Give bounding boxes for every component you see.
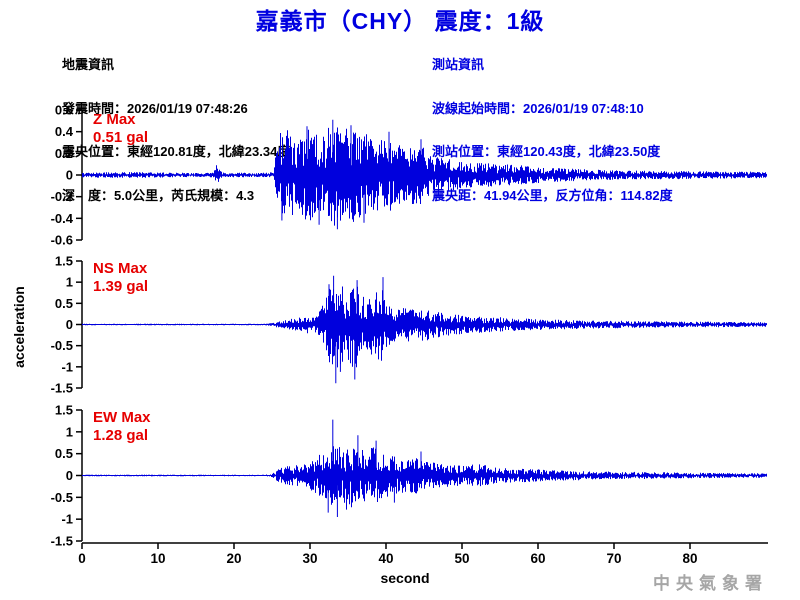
z-max-title: Z Max <box>93 111 136 128</box>
svg-text:-0.6: -0.6 <box>51 233 73 248</box>
epicentral-distance-line: 震央距：41.94公里，反方位角：114.82度 <box>432 187 673 203</box>
station-info-block: 測站資訊 波線起始時間：2026/01/19 07:48:10 測站位置：東經1… <box>432 29 673 232</box>
trace-start-time-line: 波線起始時間：2026/01/19 07:48:10 <box>432 100 644 116</box>
svg-text:-1: -1 <box>61 512 73 527</box>
page-title: 嘉義市（CHY） 震度：1級 <box>255 8 545 34</box>
svg-text:0.2: 0.2 <box>55 146 73 161</box>
svg-text:-1: -1 <box>61 359 73 374</box>
svg-text:-0.5: -0.5 <box>51 490 73 505</box>
x-axis-title: second <box>380 570 430 586</box>
svg-text:0.4: 0.4 <box>55 124 74 139</box>
z-max-value: 0.51 gal <box>93 128 149 146</box>
svg-text:0: 0 <box>78 551 86 566</box>
earthquake-info-block: 地震資訊 發震時間：2026/01/19 07:48:26 震央位置：東經120… <box>62 29 290 232</box>
svg-text:0: 0 <box>66 468 73 483</box>
ew-max-title: EW Max <box>93 409 151 426</box>
depth-magnitude-line: 深 度：5.0公里，芮氏規模：4.3 <box>62 187 255 203</box>
svg-text:70: 70 <box>606 551 621 566</box>
svg-text:1.5: 1.5 <box>55 403 73 418</box>
svg-text:50: 50 <box>454 551 469 566</box>
svg-text:20: 20 <box>226 551 241 566</box>
svg-text:-1.5: -1.5 <box>51 381 73 396</box>
ns-max-value: 1.39 gal <box>93 277 149 295</box>
svg-text:0.5: 0.5 <box>55 296 73 311</box>
svg-text:1: 1 <box>66 424 73 439</box>
ew-channel-max-label: EW Max 1.28 gal <box>93 409 151 444</box>
svg-text:30: 30 <box>302 551 317 566</box>
earthquake-info-header: 地震資訊 <box>62 57 115 72</box>
svg-text:-0.5: -0.5 <box>51 338 73 353</box>
svg-text:0: 0 <box>66 317 73 332</box>
epicenter-location-line: 震央位置：東經120.81度，北緯23.34度 <box>62 144 291 159</box>
svg-text:0: 0 <box>66 168 73 183</box>
svg-text:60: 60 <box>530 551 545 566</box>
agency-watermark: 中央氣象署 <box>653 574 768 593</box>
station-location-line: 測站位置：東經120.43度，北緯23.50度 <box>432 144 661 159</box>
ew-max-value: 1.28 gal <box>93 426 149 444</box>
svg-text:1: 1 <box>66 275 73 290</box>
svg-text:-1.5: -1.5 <box>51 534 73 549</box>
svg-text:0.5: 0.5 <box>55 446 73 461</box>
z-channel-max-label: Z Max 0.51 gal <box>93 111 148 146</box>
svg-text:0.6: 0.6 <box>55 103 73 118</box>
ns-channel-max-label: NS Max 1.39 gal <box>93 260 148 295</box>
ns-max-title: NS Max <box>93 260 148 277</box>
svg-text:1.5: 1.5 <box>55 254 73 269</box>
svg-text:40: 40 <box>378 551 393 566</box>
station-info-header: 測站資訊 <box>432 57 485 72</box>
svg-text:-0.2: -0.2 <box>51 189 73 204</box>
svg-text:10: 10 <box>150 551 165 566</box>
origin-time-line: 發震時間：2026/01/19 07:48:26 <box>62 100 248 116</box>
svg-text:80: 80 <box>682 551 697 566</box>
svg-text:-0.4: -0.4 <box>51 211 74 226</box>
